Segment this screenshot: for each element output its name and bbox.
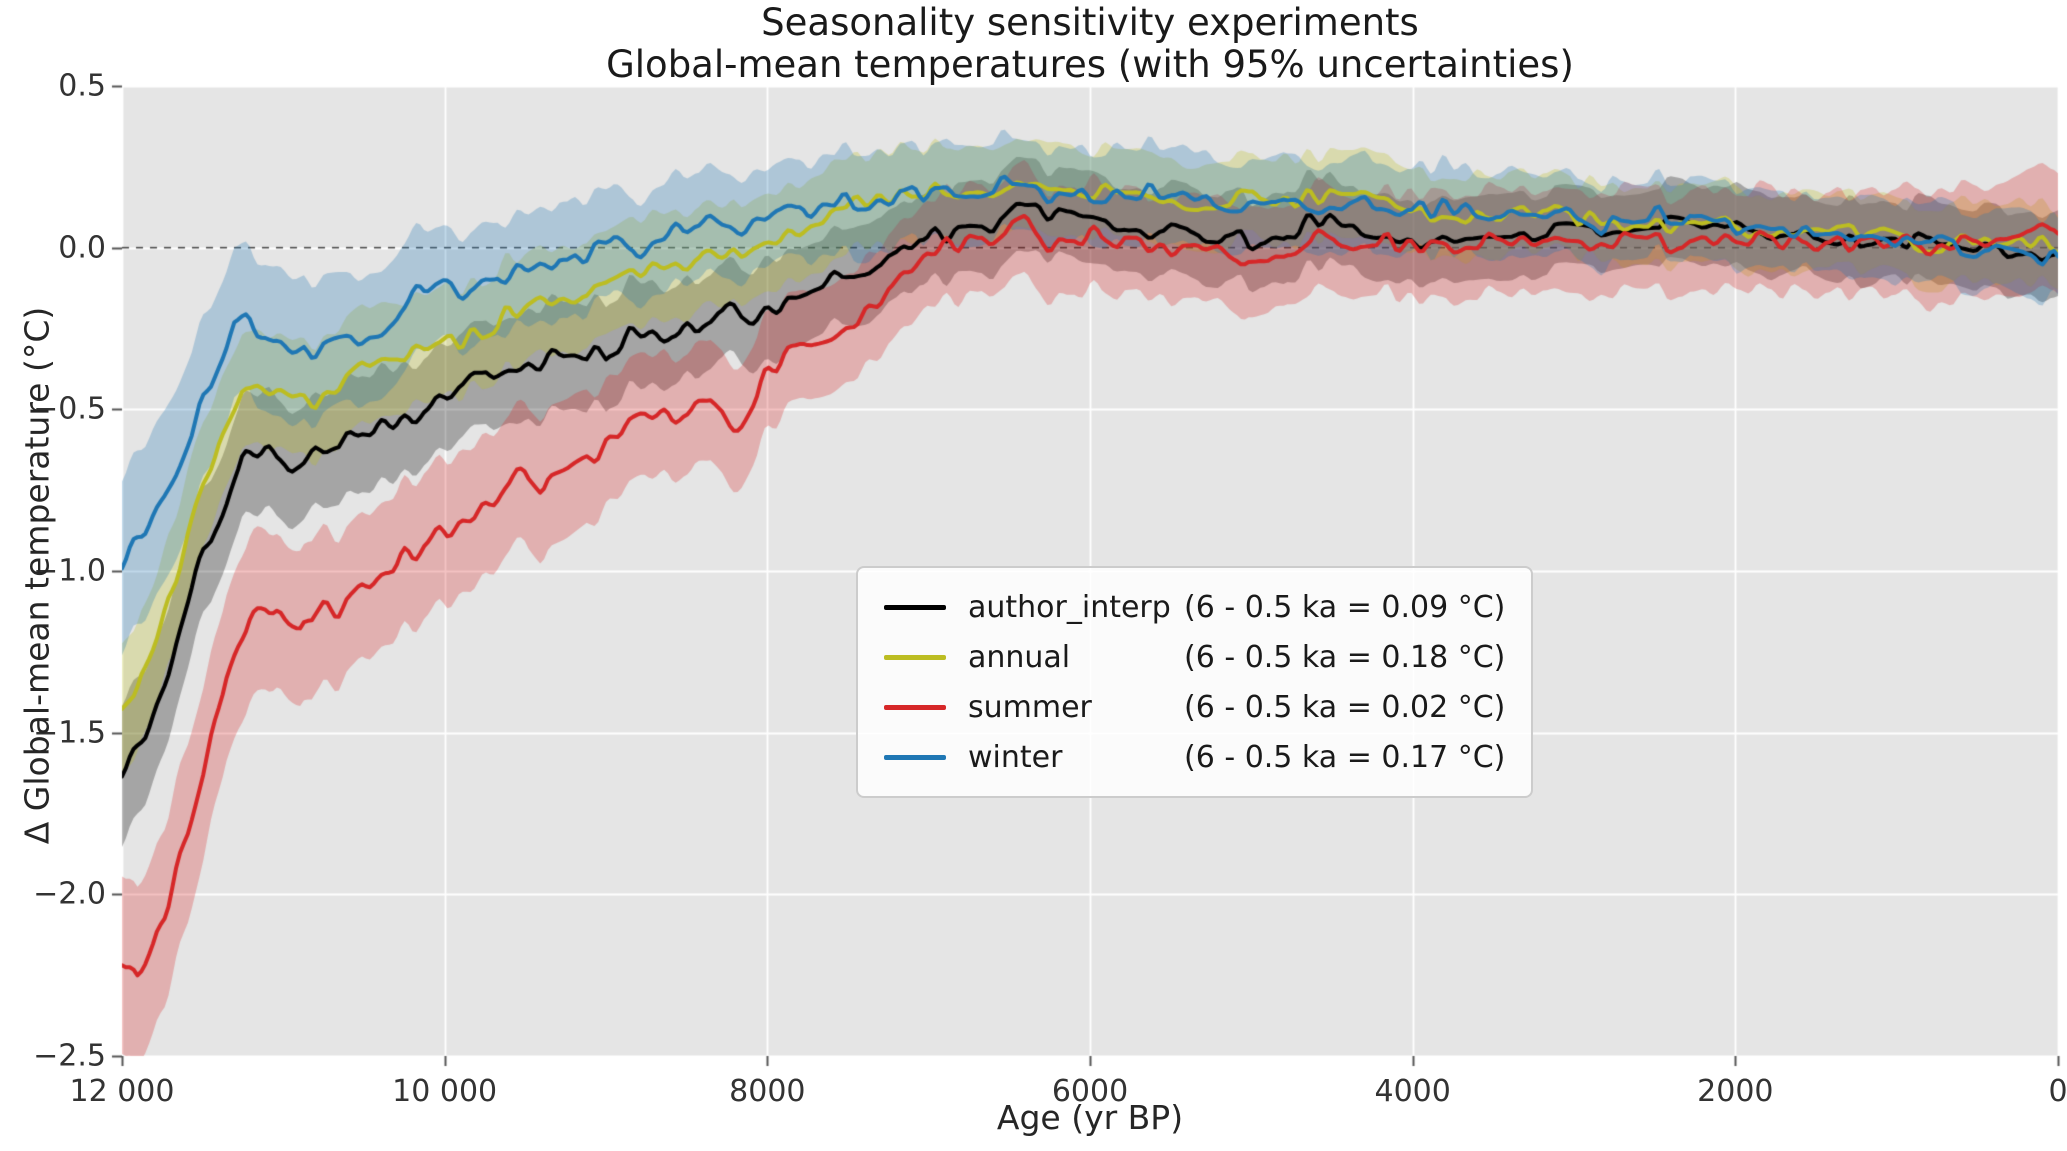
x-tick-label: 12 000 bbox=[69, 1074, 175, 1109]
legend-line-sample bbox=[884, 654, 946, 660]
legend-series-detail: (6 - 0.5 ka = 0.02 °C) bbox=[1184, 689, 1506, 725]
x-tick-label: 6000 bbox=[1051, 1074, 1129, 1109]
legend-series-name: annual bbox=[968, 639, 1071, 675]
legend-line-sample bbox=[884, 754, 946, 760]
legend-series-detail: (6 - 0.5 ka = 0.09 °C) bbox=[1184, 589, 1506, 625]
legend-entry: annual (6 - 0.5 ka = 0.18 °C) bbox=[884, 632, 1505, 682]
legend-series-detail: (6 - 0.5 ka = 0.17 °C) bbox=[1184, 739, 1506, 775]
y-tick-label: −2.0 bbox=[33, 876, 106, 912]
x-tick-label: 8000 bbox=[729, 1074, 806, 1109]
legend-series-name: summer bbox=[968, 689, 1092, 725]
y-tick-label: −2.5 bbox=[33, 1038, 106, 1074]
y-tick-label: −1.5 bbox=[33, 715, 106, 751]
y-tick-label: 0.0 bbox=[58, 230, 106, 266]
x-tick-label: 4000 bbox=[1374, 1074, 1451, 1109]
legend-line-sample bbox=[884, 604, 946, 610]
y-tick-label: −0.5 bbox=[33, 391, 106, 427]
legend-line-sample bbox=[884, 704, 946, 710]
legend-entry: summer (6 - 0.5 ka = 0.02 °C) bbox=[884, 682, 1505, 732]
x-tick-label: 2000 bbox=[1697, 1074, 1774, 1109]
legend-entry: author_interp (6 - 0.5 ka = 0.09 °C) bbox=[884, 582, 1505, 632]
legend-series-name: winter bbox=[968, 739, 1063, 775]
legend: author_interp (6 - 0.5 ka = 0.09 °C) annua… bbox=[856, 566, 1534, 798]
x-axis-label: Age (yr BP) bbox=[996, 1098, 1184, 1137]
y-tick-label: 0.5 bbox=[58, 68, 106, 104]
legend-series-name: author_interp bbox=[968, 589, 1171, 625]
x-tick-label: 10 000 bbox=[392, 1074, 498, 1109]
legend-series-detail: (6 - 0.5 ka = 0.18 °C) bbox=[1184, 639, 1506, 675]
y-axis-label: Δ Global-mean temperature (°C) bbox=[17, 306, 57, 845]
legend-entry: winter (6 - 0.5 ka = 0.17 °C) bbox=[884, 732, 1505, 782]
y-tick-label: −1.0 bbox=[33, 553, 106, 589]
x-tick-label: 0 bbox=[2048, 1074, 2067, 1109]
